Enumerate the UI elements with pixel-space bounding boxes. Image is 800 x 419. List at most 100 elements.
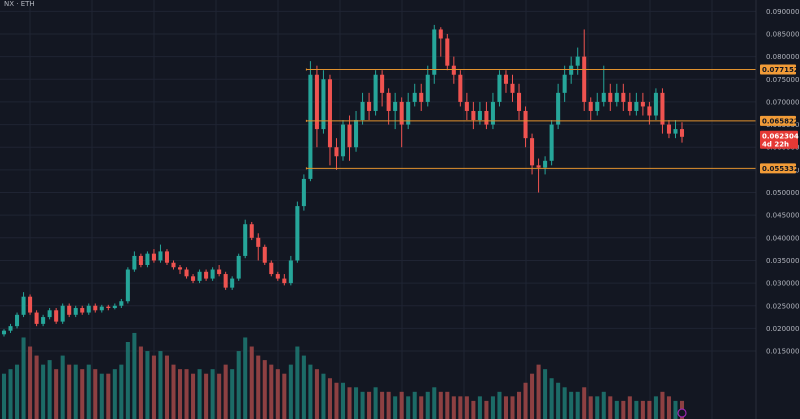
candle-body bbox=[236, 255, 241, 279]
volume-bar bbox=[647, 400, 652, 419]
volume-bar bbox=[490, 396, 495, 419]
candle-body bbox=[93, 305, 98, 311]
candle-body bbox=[112, 305, 117, 309]
volume-bar bbox=[627, 396, 632, 419]
volume-bar bbox=[530, 373, 535, 419]
candle-body bbox=[177, 267, 183, 270]
volume-bar bbox=[373, 387, 378, 419]
candle-body bbox=[393, 101, 398, 111]
y-tick-label: 0.090000 bbox=[766, 8, 799, 16]
volume-bar bbox=[80, 369, 85, 419]
candle-body bbox=[262, 246, 267, 263]
candle-body bbox=[614, 92, 619, 102]
volume-bar bbox=[132, 332, 137, 419]
volume-bar bbox=[249, 346, 254, 419]
candle-body bbox=[54, 310, 59, 322]
candle-body bbox=[477, 110, 482, 121]
candle-body bbox=[243, 224, 248, 256]
y-tick-label: 0.070000 bbox=[766, 98, 799, 106]
candle-body bbox=[621, 92, 626, 102]
volume-bar bbox=[21, 337, 26, 419]
volume-bar bbox=[588, 396, 593, 419]
volume-bar bbox=[262, 360, 267, 419]
candle-body bbox=[21, 296, 26, 315]
level-tag-label: 0.077152 bbox=[762, 66, 799, 74]
candle-body bbox=[679, 129, 685, 137]
volume-bar bbox=[549, 378, 554, 419]
level-tag bbox=[760, 64, 796, 75]
countdown-label: 4d 22h bbox=[762, 140, 789, 148]
candle-body bbox=[295, 206, 300, 261]
candle-body bbox=[562, 74, 567, 93]
candle-body bbox=[588, 101, 593, 111]
volume-bar bbox=[484, 400, 489, 419]
candle-body bbox=[314, 74, 319, 130]
candle-body bbox=[660, 92, 665, 125]
candle-body bbox=[608, 92, 613, 102]
candle-body bbox=[60, 305, 65, 322]
volume-bar bbox=[288, 364, 293, 419]
volume-bar bbox=[464, 396, 469, 419]
candle-body bbox=[673, 129, 678, 134]
candle-body bbox=[503, 74, 509, 84]
purple-marker-icon[interactable] bbox=[677, 408, 687, 418]
y-tick-label: 0.035000 bbox=[766, 257, 799, 265]
candle-body bbox=[275, 274, 280, 279]
volume-bar bbox=[191, 373, 196, 419]
volume-bar bbox=[595, 396, 600, 419]
volume-bar bbox=[347, 387, 352, 419]
volume-bar bbox=[601, 391, 606, 419]
volume-bar bbox=[569, 391, 574, 419]
volume-bar bbox=[99, 373, 104, 419]
volume-bar bbox=[666, 396, 671, 419]
candle-body bbox=[595, 101, 600, 111]
candle-body bbox=[308, 74, 313, 179]
candle-body bbox=[191, 276, 196, 281]
candle-body bbox=[223, 274, 228, 288]
y-tick-label: 0.050000 bbox=[766, 189, 799, 197]
volume-bar bbox=[256, 355, 261, 419]
volume-bar bbox=[386, 391, 391, 419]
volume-bar bbox=[34, 355, 39, 419]
candle-body bbox=[73, 308, 78, 315]
volume-bar bbox=[432, 387, 437, 419]
volume-bar bbox=[367, 391, 372, 419]
volume-bar bbox=[634, 400, 639, 419]
volume-bar bbox=[184, 369, 189, 419]
volume-bar bbox=[458, 396, 463, 419]
candle-body bbox=[67, 305, 72, 315]
volume-bar bbox=[301, 355, 306, 419]
candle-body bbox=[360, 101, 365, 121]
candle-body bbox=[106, 306, 111, 309]
symbol-label: NX · ETH bbox=[4, 0, 35, 8]
volume-bar bbox=[223, 364, 228, 419]
volume-bar bbox=[67, 364, 72, 419]
candle-body bbox=[269, 262, 274, 275]
volume-bar bbox=[438, 391, 443, 419]
y-tick-label: 0.020000 bbox=[766, 325, 799, 333]
candle-body bbox=[125, 269, 130, 302]
y-tick-label: 0.015000 bbox=[766, 348, 799, 356]
level-tag bbox=[760, 163, 796, 174]
current-price-label: 0.062304 bbox=[762, 132, 799, 140]
candle-body bbox=[145, 253, 150, 265]
volume-bar bbox=[562, 387, 567, 419]
candle-body bbox=[523, 110, 528, 139]
level-tag bbox=[760, 115, 796, 126]
candle-body bbox=[151, 253, 156, 261]
candle-body bbox=[184, 269, 189, 277]
candle-body bbox=[119, 301, 124, 306]
candle-body bbox=[530, 138, 535, 166]
candle-body bbox=[347, 124, 352, 148]
candle-body bbox=[412, 92, 417, 102]
grid-lines bbox=[0, 0, 756, 419]
volume-bar bbox=[282, 373, 287, 419]
volume-bar bbox=[8, 369, 13, 419]
volume-bar bbox=[406, 396, 411, 419]
volume-bar bbox=[327, 378, 332, 419]
volume-bar bbox=[217, 373, 222, 419]
candle-body bbox=[653, 92, 658, 116]
volume-bar bbox=[275, 369, 280, 419]
candle-body bbox=[516, 92, 522, 111]
